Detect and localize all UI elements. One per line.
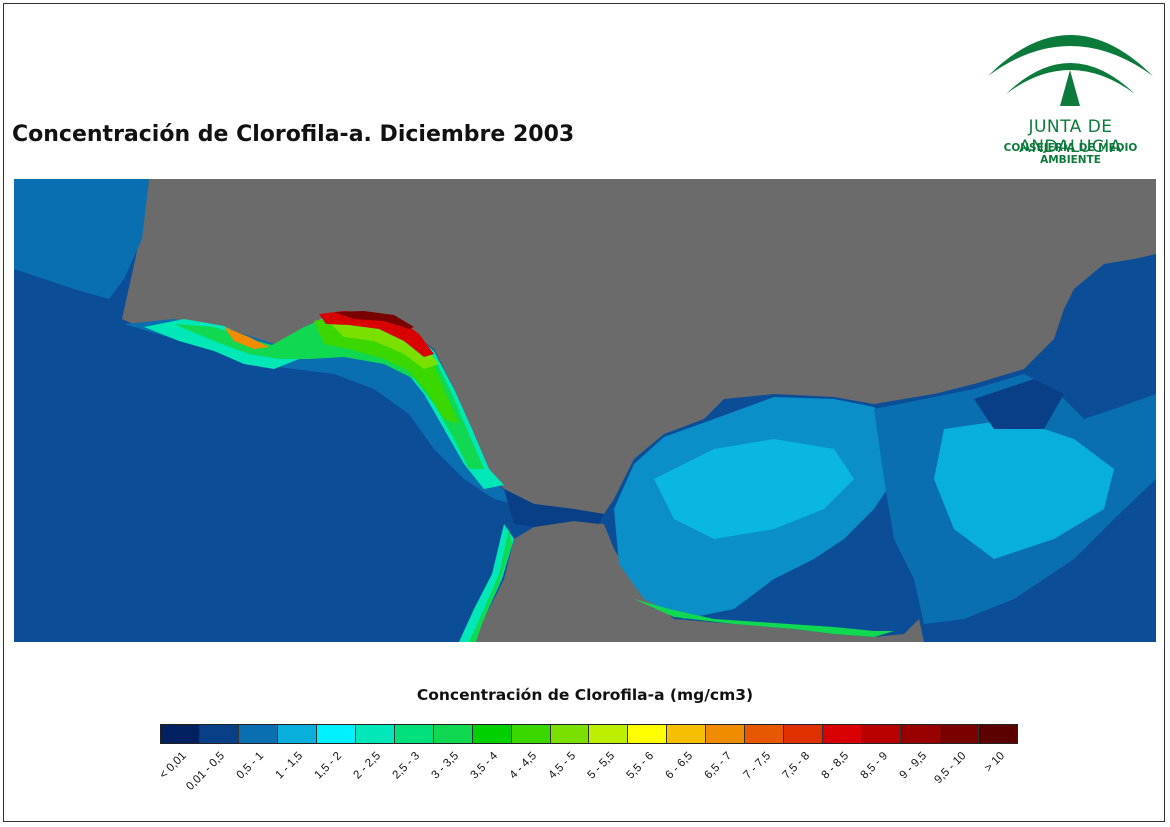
legend-class-label: 6,5 - 7 [702,750,734,782]
legend-swatch [628,725,668,743]
legend-swatch [862,725,902,743]
page-title: Concentración de Clorofila-a. Diciembre … [12,122,575,147]
legend-class-label: 2 - 2,5 [351,750,383,782]
legend-swatch [355,725,395,743]
logo-arcs-icon [988,35,1153,106]
legend-class-label: 8,5 - 9 [858,750,890,782]
legend-title: Concentración de Clorofila-a (mg/cm3) [416,686,754,704]
legend-class-label: 3,5 - 4 [468,750,500,782]
legend-swatch [901,725,941,743]
legend-swatch [550,725,590,743]
legend-swatch [394,725,434,743]
legend-swatch [745,725,785,743]
logo-subtitle: CONSEJERÍA DE MEDIO AMBIENTE [1003,142,1138,166]
legend-swatch [979,725,1017,743]
legend-swatch [940,725,980,743]
legend-class-label: 5 - 5,5 [585,750,617,782]
legend-class-label: 4,5 - 5 [546,750,578,782]
legend-swatch [472,725,512,743]
legend-class-label: 0,5 - 1 [234,750,266,782]
legend-class-label: 5,5 - 6 [624,750,656,782]
legend-class-label: 9,5 - 10 [931,750,968,787]
legend-swatch [277,725,317,743]
legend-swatch [238,725,278,743]
legend-swatch [706,725,746,743]
legend-class-label: 8 - 8,5 [819,750,851,782]
legend-swatch [784,725,824,743]
legend-swatch [589,725,629,743]
legend-class-label: 9 - 9,5 [897,750,929,782]
legend-class-label: 7 - 7,5 [741,750,773,782]
legend-swatch [433,725,473,743]
legend-class-label: < 0,01 [156,750,189,782]
legend-class-label: 1 - 1,5 [273,750,305,782]
legend-swatch [199,725,239,743]
legend-swatch [316,725,356,743]
chlorophyll-map [14,179,1156,642]
legend-class-label: 0,01 - 0,5 [183,750,227,793]
legend-swatch [511,725,551,743]
junta-de-andalucia-logo: JUNTA DE ANDALUCIA CONSEJERÍA DE MEDIO A… [978,14,1163,166]
legend-color-bar [160,724,1018,744]
legend-class-label: 3 - 3,5 [429,750,461,782]
legend-class-label: 2,5 - 3 [390,750,422,782]
legend-swatch [823,725,863,743]
legend-class-label: 1,5 - 2 [312,750,344,782]
logo-name: JUNTA DE ANDALUCIA [1019,117,1122,157]
legend-class-label: > 10 [982,750,1007,775]
legend-class-label: 6 - 6,5 [663,750,695,782]
legend-class-label: 7,5 - 8 [780,750,812,782]
legend-swatch [667,725,707,743]
legend-class-label: 4 - 4,5 [507,750,539,782]
legend-swatch [161,725,200,743]
